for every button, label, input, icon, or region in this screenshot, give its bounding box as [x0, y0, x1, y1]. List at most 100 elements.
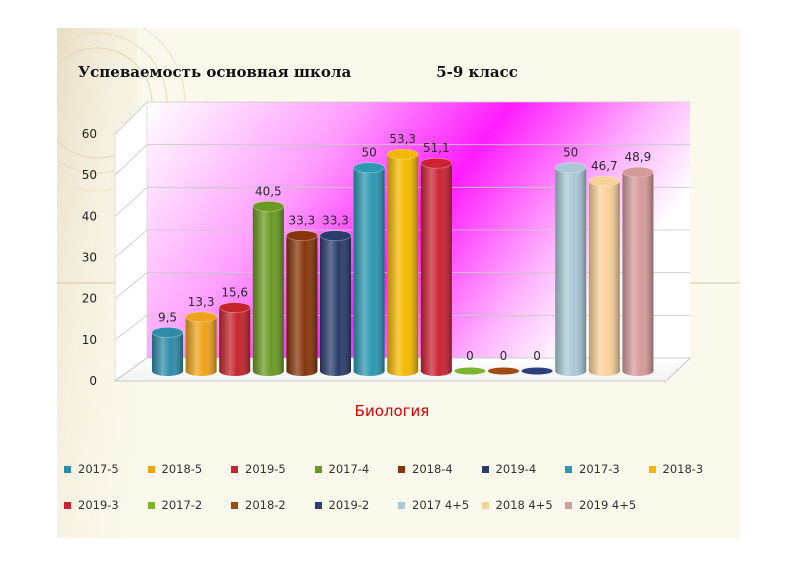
legend-swatch	[314, 501, 322, 509]
gridline-side	[114, 101, 148, 135]
bar-base-shade	[185, 366, 217, 376]
y-tick-label: 10	[82, 333, 97, 347]
bar-shade	[152, 332, 183, 371]
bar-value-label: 40,5	[255, 184, 282, 198]
gridline-side	[114, 315, 148, 341]
bar-top	[554, 162, 587, 174]
legend-item: 2019-3	[64, 498, 119, 512]
legend-item: 2018 4+5	[481, 498, 553, 512]
bar-value-label: 46,7	[591, 159, 618, 173]
bar-top	[420, 157, 453, 169]
bar-flat	[454, 367, 486, 375]
legend-label: 2019-3	[78, 498, 119, 512]
bar-shade	[320, 235, 351, 371]
bar-base-shade	[420, 366, 452, 376]
bar	[521, 367, 553, 375]
legend-label: 2017-4	[328, 462, 370, 476]
bar-shade	[353, 167, 385, 371]
legend-label: 2018-4	[412, 462, 453, 476]
legend-item: 2017-5	[64, 462, 119, 476]
bar-top	[151, 326, 184, 338]
bar-top	[252, 200, 285, 212]
gridline-side	[114, 272, 148, 299]
legend-swatch	[481, 501, 489, 509]
bar-flat	[488, 367, 519, 375]
legend-item: 2019 4+5	[565, 498, 636, 512]
legend-label: 2019-2	[328, 498, 370, 512]
gridline-side	[114, 229, 148, 258]
y-tick-label: 40	[82, 209, 97, 223]
legend-swatch	[481, 465, 489, 473]
title-right: 5-9 класс	[436, 63, 518, 81]
bar-value-label: 0	[500, 349, 508, 363]
legend-swatch	[565, 465, 572, 473]
bar-value-label: 33,3	[289, 214, 316, 228]
bar-top	[588, 175, 621, 187]
bar-value-label: 53,3	[389, 132, 416, 146]
legend-item: 2017-2	[147, 498, 203, 512]
bar-top	[285, 230, 318, 241]
bar-shade	[219, 307, 251, 371]
bar-flat	[521, 367, 553, 375]
bar-value-label: 50	[563, 146, 578, 160]
bar-base-shade	[286, 366, 318, 376]
bar-top	[218, 302, 251, 313]
legend-item: 2019-5	[231, 462, 286, 476]
legend-label: 2017-3	[579, 462, 620, 476]
chart-title: Успеваемость основная школа 5-9 класс	[78, 63, 518, 81]
bar-shade	[387, 154, 419, 371]
gridline-side	[114, 187, 148, 217]
bar-value-label: 13,3	[188, 295, 215, 309]
bar-base-shade	[252, 366, 284, 376]
legend-label: 2017-5	[78, 462, 119, 476]
gridline-side	[114, 357, 148, 382]
legend-item: 2017 4+5	[398, 498, 469, 512]
bar-shade	[252, 206, 284, 371]
bar-value-label: 0	[466, 349, 474, 363]
legend-swatch	[398, 465, 405, 473]
bar	[622, 166, 654, 376]
legend-item: 2017-4	[314, 462, 370, 476]
legend-item: 2017-3	[565, 462, 620, 476]
y-tick-label: 0	[89, 374, 97, 388]
legend-item: 2018-4	[398, 462, 453, 476]
legend-swatch	[147, 465, 155, 473]
bar-value-label: 50	[361, 146, 376, 160]
bar-base-shade	[219, 366, 251, 376]
bar	[218, 302, 251, 376]
bar	[420, 157, 453, 376]
bar-shade	[588, 181, 620, 371]
legend-swatch	[64, 465, 71, 473]
bar	[488, 367, 519, 375]
legend-swatch	[565, 501, 572, 509]
bar	[588, 175, 621, 376]
bar-base-shade	[353, 366, 385, 376]
legend-label: 2018 4+5	[495, 498, 553, 512]
bar-shade	[622, 172, 654, 371]
y-tick-label: 20	[82, 292, 97, 306]
legend-swatch	[64, 501, 71, 509]
bar-base-shade	[320, 366, 351, 376]
bar	[319, 230, 352, 376]
bar-value-label: 9,5	[158, 310, 177, 324]
legend-swatch	[314, 465, 322, 473]
bar-value-label: 33,3	[322, 214, 349, 228]
bar	[554, 162, 587, 376]
bar	[252, 200, 285, 376]
y-tick-label: 50	[82, 168, 97, 182]
bar	[353, 162, 386, 376]
legend-swatch	[231, 465, 238, 473]
legend-swatch	[398, 501, 405, 509]
legend-label: 2017-2	[161, 498, 203, 512]
bar-base-shade	[555, 366, 587, 376]
y-tick-label: 60	[82, 127, 97, 141]
bar-top	[185, 311, 218, 323]
bar	[151, 326, 184, 376]
bar-shade	[420, 163, 452, 371]
bar-top	[319, 230, 352, 241]
x-axis-label: Биология	[355, 402, 430, 420]
legend-item: 2019-4	[481, 462, 536, 476]
legend-label: 2019-5	[245, 462, 286, 476]
bar	[386, 148, 419, 376]
